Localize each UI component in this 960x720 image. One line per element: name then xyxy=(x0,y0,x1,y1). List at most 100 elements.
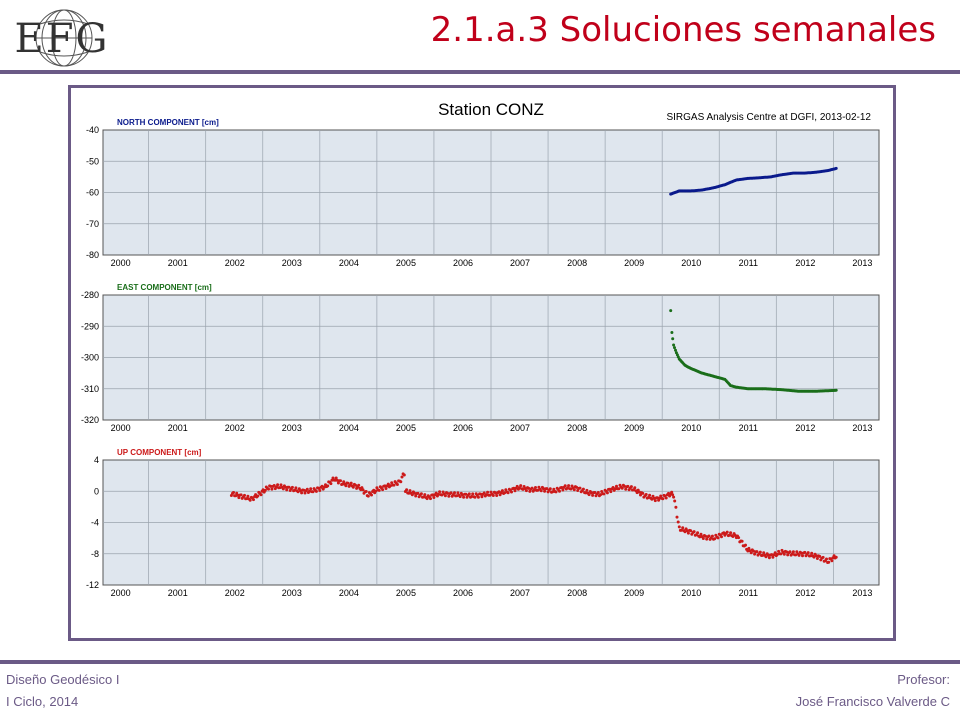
data-point xyxy=(298,489,302,493)
data-point xyxy=(402,473,406,477)
data-point xyxy=(675,515,679,519)
data-point xyxy=(464,492,468,496)
data-point xyxy=(572,488,576,492)
data-point xyxy=(761,553,765,557)
x-tick-label: 2010 xyxy=(681,258,701,268)
data-point xyxy=(254,493,258,497)
data-point xyxy=(467,492,471,496)
data-point xyxy=(259,493,263,497)
data-point xyxy=(453,491,456,495)
x-tick-label: 2005 xyxy=(396,588,416,598)
data-point xyxy=(786,553,790,557)
data-point xyxy=(752,549,755,553)
panel-0: NORTH COMPONENT [cm] -40 -50 -60 -70 -80 2000 2… xyxy=(86,118,880,268)
y-tick-label: -8 xyxy=(91,549,99,559)
data-point xyxy=(771,555,775,559)
data-point xyxy=(334,476,338,480)
data-point xyxy=(563,484,567,488)
data-point xyxy=(560,486,564,489)
data-point xyxy=(519,484,523,488)
chart-frame: Station CONZ SIRGAS Analysis Centre at D… xyxy=(68,85,896,641)
footer-divider xyxy=(0,660,960,664)
data-point xyxy=(617,487,621,491)
data-point xyxy=(309,487,313,491)
data-point xyxy=(801,554,804,558)
data-point xyxy=(668,494,672,498)
data-point xyxy=(667,491,670,495)
data-point xyxy=(591,493,595,497)
footer-course-name: Diseño Geodésico I xyxy=(6,672,120,687)
data-point xyxy=(243,493,246,497)
x-tick-label: 2000 xyxy=(111,588,131,598)
data-point xyxy=(272,484,276,487)
data-point xyxy=(470,495,474,498)
data-point xyxy=(386,482,390,486)
x-tick-label: 2000 xyxy=(111,423,131,433)
data-point xyxy=(623,484,626,488)
x-tick-label: 2013 xyxy=(852,588,872,598)
data-point xyxy=(834,166,838,170)
data-point xyxy=(410,493,414,497)
x-tick-label: 2012 xyxy=(795,258,815,268)
data-point xyxy=(827,560,831,564)
data-point xyxy=(716,536,720,540)
data-point xyxy=(671,337,675,341)
data-point xyxy=(758,550,762,554)
data-point xyxy=(653,499,657,503)
data-point xyxy=(285,488,289,492)
data-point xyxy=(814,554,818,558)
data-point xyxy=(431,493,435,497)
data-point xyxy=(267,487,270,491)
data-point xyxy=(633,486,637,490)
data-point xyxy=(681,526,685,530)
data-point xyxy=(696,531,700,535)
x-tick-label: 2004 xyxy=(339,258,359,268)
x-tick-label: 2010 xyxy=(681,588,701,598)
data-point xyxy=(528,489,532,493)
x-tick-label: 2012 xyxy=(795,588,815,598)
slide-title: 2.1.a.3 Soluciones semanales xyxy=(430,10,936,50)
chart-subtitle: SIRGAS Analysis Centre at DGFI, 2013-02-… xyxy=(666,112,871,123)
data-point xyxy=(446,491,450,495)
data-point xyxy=(701,537,705,540)
x-tick-label: 2001 xyxy=(168,258,188,268)
data-point xyxy=(685,529,689,533)
data-point xyxy=(803,550,807,554)
data-point xyxy=(384,487,388,490)
data-point xyxy=(399,480,403,484)
x-tick-label: 2009 xyxy=(624,423,644,433)
data-point xyxy=(791,550,795,554)
data-point xyxy=(339,479,342,483)
data-point xyxy=(770,553,774,557)
data-point xyxy=(443,494,447,498)
data-point xyxy=(677,525,681,529)
data-point xyxy=(825,557,828,561)
footer-professor-label: Profesor: xyxy=(897,672,950,687)
x-tick-label: 2001 xyxy=(168,423,188,433)
data-point xyxy=(425,497,429,501)
data-point xyxy=(414,494,418,498)
data-point xyxy=(746,549,750,553)
data-point xyxy=(764,555,768,559)
data-point xyxy=(287,485,291,489)
data-point xyxy=(810,551,814,555)
data-point xyxy=(670,331,674,334)
data-point xyxy=(669,309,673,313)
data-point xyxy=(818,554,822,558)
data-point xyxy=(620,486,624,490)
data-point xyxy=(671,493,675,497)
data-point xyxy=(419,492,423,496)
data-point xyxy=(713,537,717,541)
data-point xyxy=(455,494,459,498)
data-point xyxy=(725,530,729,534)
data-point xyxy=(554,490,558,494)
x-tick-label: 2002 xyxy=(225,258,245,268)
data-point xyxy=(461,493,464,497)
footer-course: Diseño Geodésico I I Ciclo, 2014 xyxy=(6,669,119,713)
data-point xyxy=(432,496,436,499)
data-point xyxy=(326,484,330,488)
data-point xyxy=(795,550,799,554)
data-point xyxy=(471,492,475,496)
data-point xyxy=(644,493,648,496)
data-point xyxy=(429,497,432,501)
